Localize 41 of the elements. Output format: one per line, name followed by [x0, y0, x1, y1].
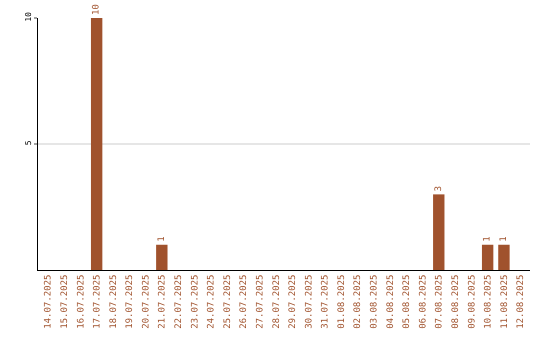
x-tick-label: 02.08.2025	[353, 274, 364, 329]
x-tick-label: 05.08.2025	[402, 274, 412, 329]
data-label: 10	[92, 4, 102, 15]
data-label: 1	[498, 236, 509, 242]
data-label: 1	[482, 236, 493, 242]
bar	[433, 194, 444, 270]
x-tick-label: 23.07.2025	[190, 274, 200, 329]
x-tick-label: 16.07.2025	[76, 274, 86, 329]
data-label: 3	[434, 186, 444, 192]
x-tick-label: 31.07.2025	[320, 274, 331, 329]
bar	[90, 18, 102, 270]
x-tick-label: 06.08.2025	[418, 274, 428, 329]
x-tick-label: 09.08.2025	[467, 274, 478, 329]
x-tick-label: 10.08.2025	[484, 274, 494, 329]
x-tick-label: 19.07.2025	[125, 274, 136, 329]
x-tick-label: 03.08.2025	[370, 274, 380, 329]
x-tick-label: 25.07.2025	[222, 274, 233, 329]
bar	[156, 244, 168, 270]
x-tick-label: 28.07.2025	[272, 274, 282, 329]
x-tick-label: 29.07.2025	[288, 274, 298, 329]
y-tick-label: 5	[24, 140, 33, 146]
x-tick-label: 26.07.2025	[239, 274, 250, 329]
x-tick-label: 04.08.2025	[386, 274, 396, 329]
x-tick-label: 01.08.2025	[336, 274, 347, 329]
x-tick-label: 08.08.2025	[450, 274, 461, 329]
x-tick-label: 15.07.2025	[60, 274, 70, 329]
x-tick-label: 30.07.2025	[304, 274, 314, 329]
x-tick-label: 17.07.2025	[92, 274, 103, 329]
bar	[482, 244, 494, 270]
x-tick-label: 07.08.2025	[434, 274, 445, 329]
bar	[498, 244, 510, 270]
x-tick-label: 24.07.2025	[206, 274, 217, 329]
x-tick-label: 22.07.2025	[174, 274, 184, 329]
x-tick-label: 21.07.2025	[158, 274, 168, 329]
x-tick-label: 14.07.2025	[44, 274, 54, 329]
x-tick-label: 18.07.2025	[108, 274, 119, 329]
x-tick-label: 20.07.2025	[141, 274, 152, 329]
x-tick-label: 11.08.2025	[500, 274, 510, 329]
data-label: 1	[156, 236, 167, 242]
x-tick-label: 12.08.2025	[516, 274, 526, 329]
x-tick-label: 27.07.2025	[255, 274, 266, 329]
